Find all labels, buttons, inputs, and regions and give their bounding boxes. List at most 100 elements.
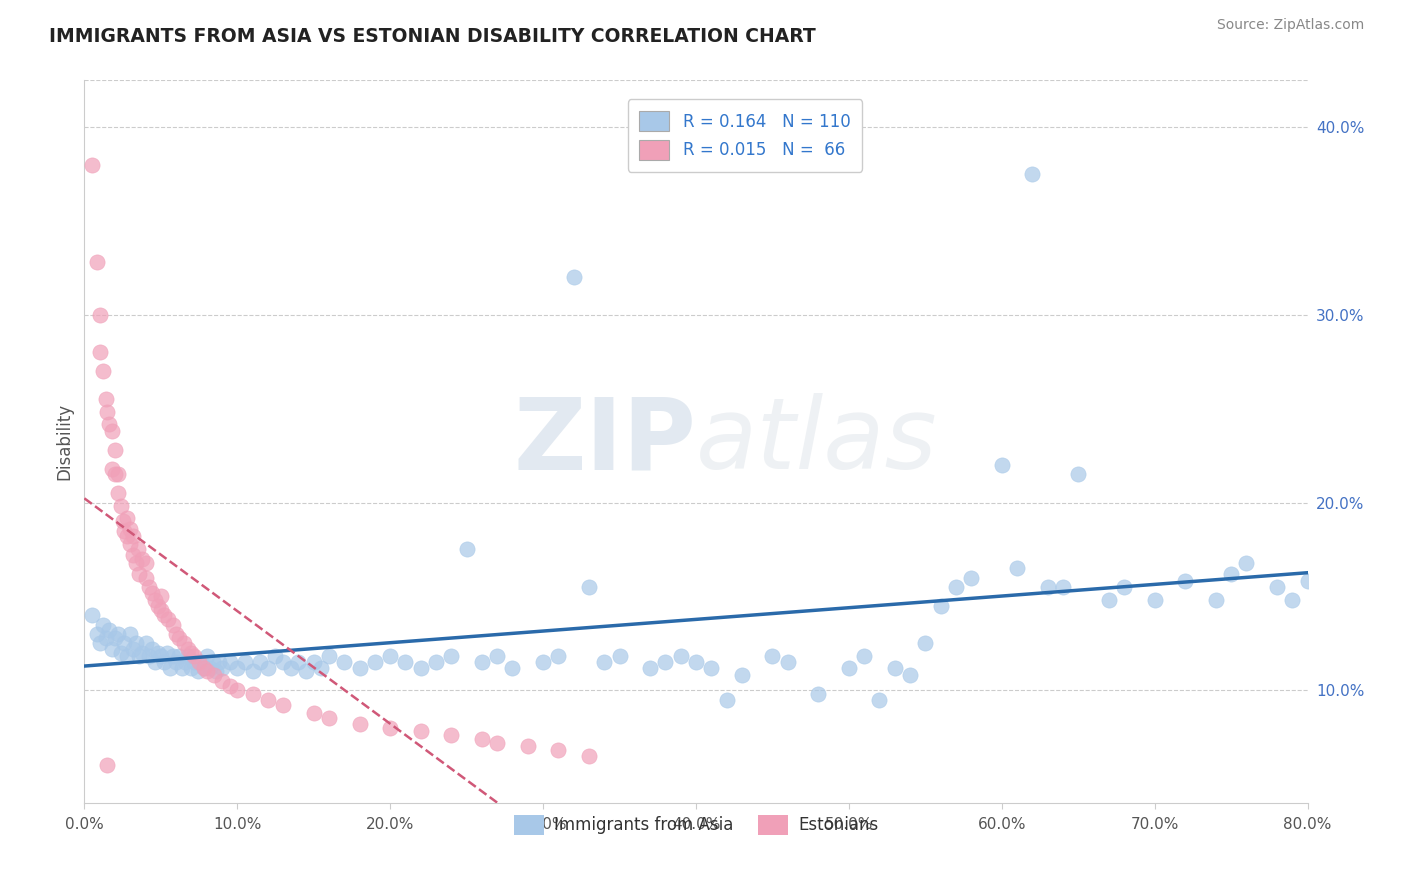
Point [89,345,111,359]
Point [264,649,287,664]
Point [257,661,280,675]
Point [669,649,692,664]
Point [167,649,190,664]
Point [162,617,184,632]
Point [205,665,228,679]
Point [125,556,148,570]
Point [97,623,120,637]
Point [115,510,138,524]
Point [380,721,402,735]
Point [167,631,190,645]
Point [914,636,936,650]
Point [1265,580,1288,594]
Point [271,655,294,669]
Point [80,608,103,623]
Point [761,649,783,664]
Point [104,467,127,482]
Point [991,458,1014,472]
Point [898,668,921,682]
Point [409,661,432,675]
Point [547,649,569,664]
Point [776,655,799,669]
Point [86,255,108,269]
Point [135,636,157,650]
Point [153,608,176,623]
Point [1036,580,1059,594]
Point [201,655,224,669]
Point [249,655,271,669]
Point [1174,574,1197,589]
Point [486,649,509,664]
Point [107,486,129,500]
Point [91,617,114,632]
Point [211,673,233,688]
Point [257,692,280,706]
Y-axis label: Disability: Disability [55,403,73,480]
Point [96,405,118,419]
Point [120,537,142,551]
Point [471,655,494,669]
Point [128,649,150,664]
Point [311,661,333,675]
Point [1114,580,1136,594]
Point [198,661,221,675]
Point [302,655,325,669]
Point [80,158,103,172]
Point [110,646,132,660]
Point [131,646,153,660]
Point [101,424,124,438]
Point [731,668,754,682]
Point [120,627,142,641]
Point [1052,580,1074,594]
Point [110,500,132,514]
Point [122,529,145,543]
Point [1205,593,1227,607]
Point [287,655,309,669]
Point [94,392,117,407]
Point [471,731,494,746]
Point [318,711,340,725]
Point [242,687,264,701]
Point [146,599,169,613]
Point [960,571,983,585]
Point [1067,467,1090,482]
Legend: Immigrants from Asia, Estonians: Immigrants from Asia, Estonians [503,805,889,845]
Point [1296,574,1319,589]
Point [120,522,142,536]
Point [218,680,240,694]
Point [104,442,127,457]
Point [1236,556,1258,570]
Point [202,668,225,682]
Point [349,661,371,675]
Point [380,649,402,664]
Point [211,661,233,675]
Point [333,655,356,669]
Point [716,692,738,706]
Point [138,649,160,664]
Point [1021,167,1043,181]
Point [112,636,135,650]
Point [107,467,129,482]
Point [190,655,212,669]
Point [425,655,447,669]
Point [486,736,509,750]
Point [531,655,554,669]
Point [638,661,661,675]
Point [929,599,952,613]
Point [107,627,129,641]
Point [302,706,325,720]
Point [177,641,200,656]
Point [193,661,215,675]
Point [578,748,600,763]
Point [128,566,150,581]
Point [143,593,166,607]
Point [685,655,707,669]
Point [226,683,249,698]
Point [295,665,318,679]
Point [156,646,179,660]
Point [1143,593,1166,607]
Point [127,542,149,557]
Text: atlas: atlas [696,393,938,490]
Point [165,627,187,641]
Point [143,655,166,669]
